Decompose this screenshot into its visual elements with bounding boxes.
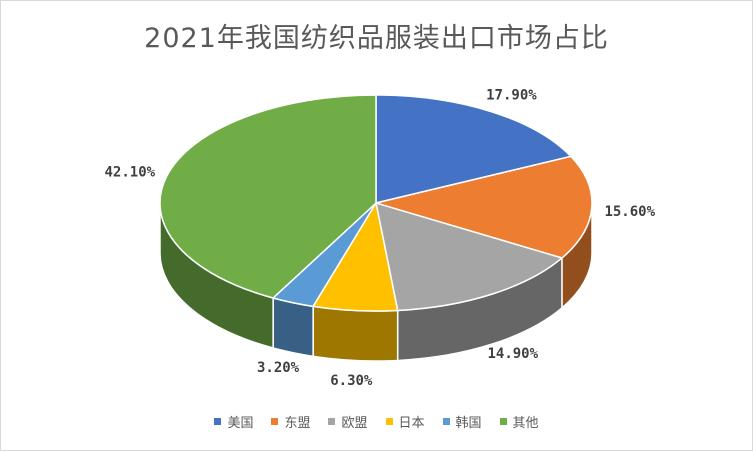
slice-1-label: 17.90% [486,88,537,104]
legend-swatch [442,418,450,425]
slice-6-top [159,94,377,299]
slice-1-top [375,94,573,204]
slice-2-top [373,155,593,259]
legend-swatch [499,418,507,425]
legend-item-4: 日本 [385,412,425,431]
pie-tops [159,94,593,312]
slice-5-label: 3.20% [257,360,300,376]
slice-3-top [375,201,564,312]
legend: 美国 东盟 欧盟 日本 韩国 其他 [0,412,753,431]
legend-swatch [385,418,393,425]
legend-label: 日本 [398,416,425,431]
legend-item-2: 东盟 [271,412,310,431]
pie-labels: 17.90% 15.60% 14.90% 6.30% 3.20% 42.10% [104,88,655,389]
legend-label: 其他 [512,416,539,431]
legend-label: 美国 [227,416,254,431]
legend-item-3: 欧盟 [328,412,368,431]
legend-item-6: 其他 [499,412,539,431]
legend-item-1: 美国 [214,412,253,431]
slice-3-label: 14.90% [487,346,538,362]
slice-4-side [312,305,399,362]
legend-swatch [214,418,222,425]
legend-swatch [271,418,279,425]
legend-swatch [328,418,336,425]
chart-title: 2021年我国纺织品服装出口市场占比 [144,23,609,54]
legend-label: 东盟 [284,416,311,431]
slice-2-label: 15.60% [604,204,655,220]
legend-item-5: 韩国 [442,412,482,431]
legend-label: 韩国 [455,416,482,431]
slice-4-label: 6.30% [330,373,373,389]
slice-6-label: 42.10% [104,165,155,181]
legend-label: 欧盟 [341,416,368,431]
slice-5-side [272,296,314,358]
